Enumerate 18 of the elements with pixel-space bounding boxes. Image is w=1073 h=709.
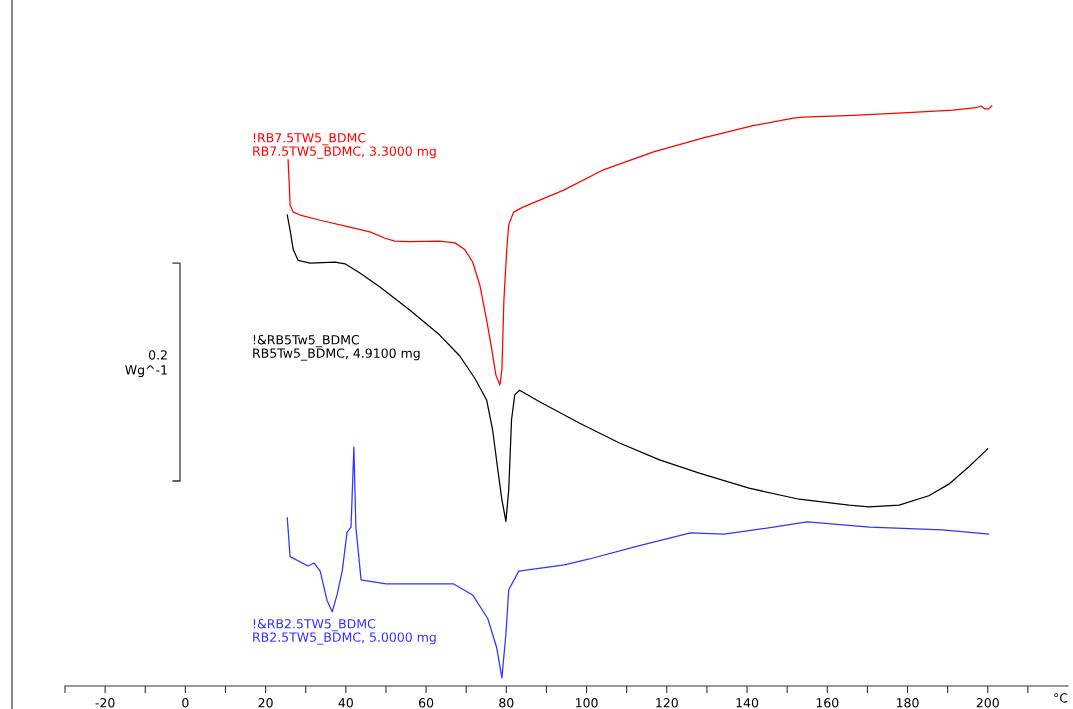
series-label: !&RB2.5TW5_BDMC RB2.5TW5_BDMC, 5.0000 mg [253, 619, 436, 645]
x-tick-label: 40 [338, 698, 353, 708]
x-tick-label: 200 [976, 698, 999, 708]
x-tick-label: 180 [896, 698, 919, 708]
x-tick-label: 0 [182, 698, 189, 708]
x-tick-label: 160 [816, 698, 839, 708]
x-tick-label: 120 [656, 698, 678, 708]
x-tick-label: 140 [736, 698, 759, 708]
x-tick-label: 80 [499, 698, 514, 708]
annotation: 0.2 [148, 350, 167, 360]
series-label: !&RB5Tw5_BDMC RB5Tw5_BDMC, 4.9100 mg [253, 335, 420, 361]
annotation: Wg^-1 [125, 365, 167, 378]
x-tick-label: 20 [258, 698, 273, 708]
x-tick-label: -20 [95, 698, 115, 708]
text: !RB7.5TW5_BDMC RB7.5TW5_BDMC, 3.3000 mg [253, 133, 436, 159]
x-tick-label: 60 [419, 698, 434, 708]
x-axis-title: °C [1054, 693, 1068, 703]
x-tick-label: 100 [576, 698, 598, 708]
